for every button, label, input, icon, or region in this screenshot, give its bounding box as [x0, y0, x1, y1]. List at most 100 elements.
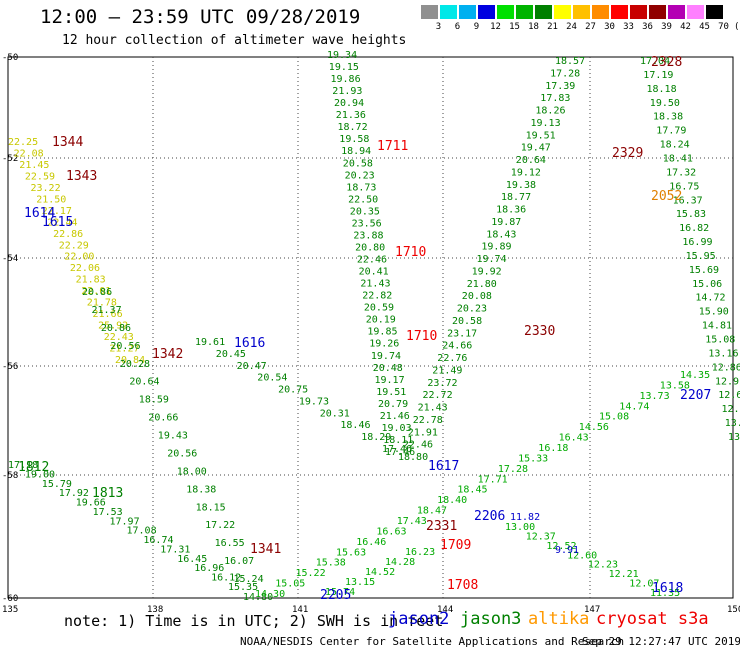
wave-height-value: 18.15	[196, 502, 226, 513]
pass-id-label: 2207	[680, 388, 711, 403]
wave-height-value: 17.28	[550, 68, 580, 79]
scale-swatch	[592, 5, 609, 19]
scale-swatch	[649, 5, 666, 19]
legend-item-jason3: jason3	[460, 609, 522, 629]
wave-height-value: 19.89	[481, 242, 511, 253]
wave-height-value: 19.34	[327, 50, 357, 61]
scale-label: 6	[454, 22, 461, 32]
scale-label: 9	[473, 22, 480, 32]
lat-label: -52	[2, 154, 18, 164]
wave-height-value: 19.03	[382, 423, 412, 434]
wave-height-value: 22.01	[81, 286, 111, 297]
wave-height-value: 22.46	[403, 440, 433, 451]
map-subtitle: 12 hour collection of altimeter wave hei…	[62, 33, 407, 48]
lon-label: 141	[292, 605, 308, 615]
wave-height-value: 18.47	[417, 506, 447, 517]
wave-height-value: 23.56	[352, 218, 382, 229]
wave-height-value: 22.76	[437, 353, 467, 364]
wave-height-value: 18.57	[555, 56, 585, 67]
wave-height-value: 18.00	[177, 466, 207, 477]
lat-label: -54	[2, 254, 18, 264]
pass-id-label: 1615	[42, 215, 73, 230]
wave-height-value: 18.38	[653, 112, 683, 123]
wave-height-value: 20.58	[343, 158, 373, 169]
wave-height-value: 21.83	[76, 275, 106, 286]
lon-label: 150	[727, 605, 740, 615]
pass-id-label: 2205	[320, 588, 351, 603]
wave-height-value: 16.23	[405, 547, 435, 558]
scale-swatch	[459, 5, 476, 19]
wave-height-value: 21.78	[87, 298, 117, 309]
pass-id-label: 2206	[474, 509, 505, 524]
wave-height-value: 19.87	[491, 217, 521, 228]
scale-label: 30	[604, 22, 615, 32]
wave-height-value: 16.43	[559, 433, 589, 444]
wave-height-value: 16.55	[215, 538, 245, 549]
scale-swatch	[687, 5, 704, 19]
wave-height-value: 19.85	[367, 327, 397, 338]
wave-height-value: 23.88	[353, 231, 383, 242]
wave-height-value: 16.82	[679, 223, 709, 234]
pass-id-label: 1711	[377, 139, 408, 154]
pass-id-label: 2328	[651, 55, 682, 70]
wave-height-value: 22.44	[47, 217, 77, 228]
wave-height-value: 20.08	[462, 291, 492, 302]
wave-height-value: 18.41	[663, 154, 693, 165]
wave-height-value: 19.17	[375, 375, 405, 386]
wave-height-value: 20.94	[334, 98, 364, 109]
wave-height-value: 21.43	[418, 403, 448, 414]
wave-height-value: 14.81	[702, 321, 732, 332]
wave-height-value: 18.38	[186, 484, 216, 495]
wave-height-value: 19.51	[526, 130, 556, 141]
wave-height-value: 18.77	[501, 192, 531, 203]
wave-height-value: 18.36	[496, 205, 526, 216]
wave-height-value: 14.72	[695, 293, 725, 304]
lat-label: -58	[2, 471, 18, 481]
wave-height-value: 23.22	[31, 183, 61, 194]
wave-height-value: 20.79	[378, 399, 408, 410]
wave-height-value: 20.31	[320, 408, 350, 419]
wave-height-value: 20.75	[278, 385, 308, 396]
wave-height-value: 18.29	[361, 432, 391, 443]
lon-label: 144	[437, 605, 453, 615]
wave-height-value: 13.73	[640, 391, 670, 402]
wave-height-value: 19.13	[531, 118, 561, 129]
wave-height-value: 13.58	[660, 380, 690, 391]
wave-height-value: 15.24	[234, 574, 264, 585]
wave-height-value: 19.66	[76, 498, 106, 509]
wave-height-value: 19.38	[506, 180, 536, 191]
wave-height-value: 17.83	[540, 93, 570, 104]
wave-height-value: 15.79	[42, 479, 72, 490]
pass-id-label: 1813	[92, 486, 123, 501]
pass-id-label: 1617	[428, 459, 459, 474]
wave-height-value: 18.46	[340, 420, 370, 431]
wave-height-value: 22.43	[104, 332, 134, 343]
wave-height-value: 21.80	[467, 279, 497, 290]
pass-id-label: 1710	[406, 329, 437, 344]
wave-height-value: 19.58	[339, 134, 369, 145]
legend-item-altika: altika	[528, 609, 590, 629]
wave-height-value: 12.60	[718, 390, 740, 401]
scale-label: 42	[680, 22, 691, 32]
wave-height-value: 14.56	[579, 422, 609, 433]
pass-id-label: 1710	[395, 245, 426, 260]
scale-label: 27	[585, 22, 596, 32]
wave-height-value: 19.51	[376, 387, 406, 398]
legend-item-jason2: jason2	[388, 609, 450, 629]
wave-height-value: 17.71	[478, 474, 508, 485]
wave-height-value: 17.97	[110, 516, 140, 527]
wave-height-value: 17.46	[385, 447, 415, 458]
wave-height-value: 20.23	[457, 304, 487, 315]
wave-height-value: 16.63	[376, 526, 406, 537]
wave-height-value: 19.43	[158, 431, 188, 442]
pass-id-label: 1618	[652, 581, 683, 596]
wave-height-value: 14.80	[243, 592, 273, 603]
wave-height-value: 20.84	[115, 355, 145, 366]
wave-height-value: 16.12	[211, 573, 241, 584]
wave-height-value: 23.17	[447, 328, 477, 339]
wave-height-value: 17.43	[397, 516, 427, 527]
footer-note: note: 1) Time is in UTC; 2) SWH is in fe…	[64, 612, 444, 630]
wave-height-value: 19.47	[521, 143, 551, 154]
wave-height-value: 21.49	[432, 365, 462, 376]
